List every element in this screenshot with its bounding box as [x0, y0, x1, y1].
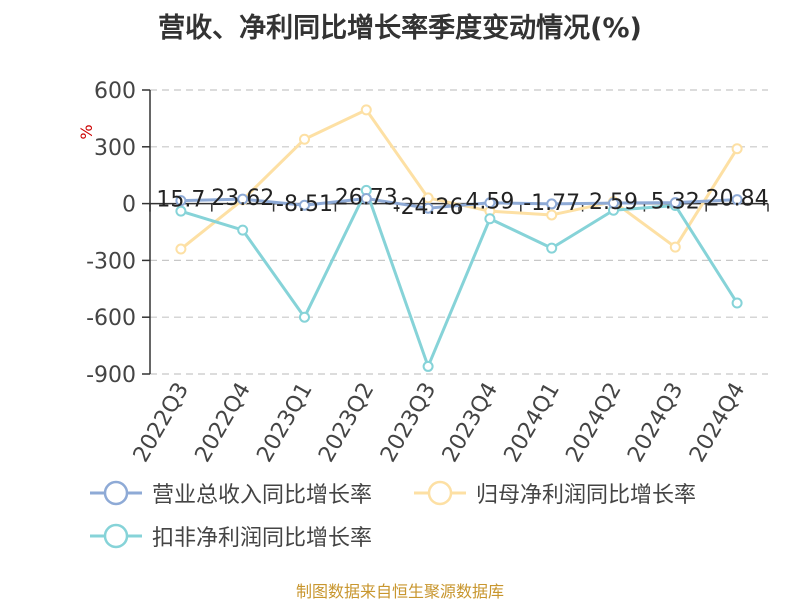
x-tick-label: 2024Q3 [623, 379, 688, 467]
x-tick-label: 2024Q4 [685, 379, 750, 467]
series-line-revenue [180, 197, 738, 210]
data-point-net-profit [422, 192, 434, 204]
data-point-revenue [422, 202, 434, 214]
legend-item-deducted-profit[interactable]: 扣非净利润同比增长率 [88, 520, 372, 552]
series-line-net-profit [179, 108, 739, 251]
data-label-revenue: 20.84 [706, 187, 769, 212]
data-label-revenue: -24.26 [393, 195, 464, 220]
data-label-revenue: 4.59 [465, 190, 514, 215]
y-tick-label: 0 [122, 193, 136, 218]
y-tick-label: 300 [94, 136, 136, 161]
y-axis-unit-label: % [77, 124, 96, 139]
data-point-deducted-profit [299, 311, 310, 323]
legend-item-revenue[interactable]: 营业总收入同比增长率 [88, 477, 372, 509]
x-tick-label: 2022Q4 [191, 379, 256, 467]
x-tick-label: 2023Q1 [252, 379, 317, 467]
source-footer: 制图数据来自恒生聚源数据库 [295, 582, 504, 601]
data-label-revenue: 5.32 [651, 190, 700, 215]
data-point-net-profit [546, 209, 558, 221]
data-label-revenue: 26.73 [335, 186, 398, 211]
legend-label-deducted-profit: 扣非净利润同比增长率 [152, 526, 373, 551]
data-point-revenue [360, 193, 372, 205]
legend-swatch-net-profit [414, 480, 466, 506]
data-point-revenue [484, 197, 496, 209]
legend-swatch-deducted-profit [90, 523, 142, 549]
x-tick-label: 2023Q2 [314, 379, 379, 467]
legend-label-revenue: 营业总收入同比增长率 [152, 483, 373, 508]
data-point-net-profit [360, 104, 372, 116]
data-label-revenue: 15.7 [156, 188, 205, 213]
data-point-deducted-profit [731, 297, 743, 309]
data-point-revenue [175, 195, 187, 207]
data-point-deducted-profit [484, 213, 496, 225]
x-tick-label: 2022Q3 [129, 379, 194, 467]
data-label-revenue: 2.59 [589, 190, 638, 215]
legend-swatch-revenue [90, 480, 142, 506]
data-label-revenue: -1.77 [523, 191, 580, 216]
data-point-revenue [299, 199, 310, 211]
data-point-net-profit [669, 241, 681, 253]
y-tick-label: -600 [86, 306, 136, 331]
data-point-revenue [731, 194, 743, 206]
data-point-net-profit [731, 143, 743, 155]
legend-item-net-profit[interactable]: 归母净利润同比增长率 [412, 477, 696, 509]
data-point-revenue [237, 193, 249, 205]
x-tick-label: 2024Q2 [561, 379, 626, 467]
data-label-revenue: -8.51 [276, 192, 333, 217]
data-point-revenue [546, 198, 558, 210]
data-point-deducted-profit [237, 224, 249, 236]
x-tick-label: 2024Q1 [500, 379, 565, 467]
data-point-net-profit [175, 243, 187, 255]
data-point-deducted-profit [422, 360, 434, 372]
data-point-deducted-profit [546, 242, 558, 254]
data-point-net-profit [299, 133, 310, 145]
data-label-revenue: 23.62 [211, 186, 274, 211]
y-tick-label: -900 [86, 363, 136, 388]
x-tick-label: 2023Q4 [438, 379, 503, 467]
data-point-revenue [669, 197, 681, 209]
y-tick-label: -300 [86, 249, 136, 274]
y-tick-label: 600 [94, 79, 136, 104]
legend-label-net-profit: 归母净利润同比增长率 [476, 483, 697, 508]
chart-title: 营收、净利同比增长率季度变动情况(%) [158, 13, 642, 44]
data-point-deducted-profit [175, 205, 187, 217]
data-point-revenue [608, 197, 619, 209]
series-line-deducted-profit [180, 188, 739, 368]
x-tick-label: 2023Q3 [376, 379, 441, 467]
